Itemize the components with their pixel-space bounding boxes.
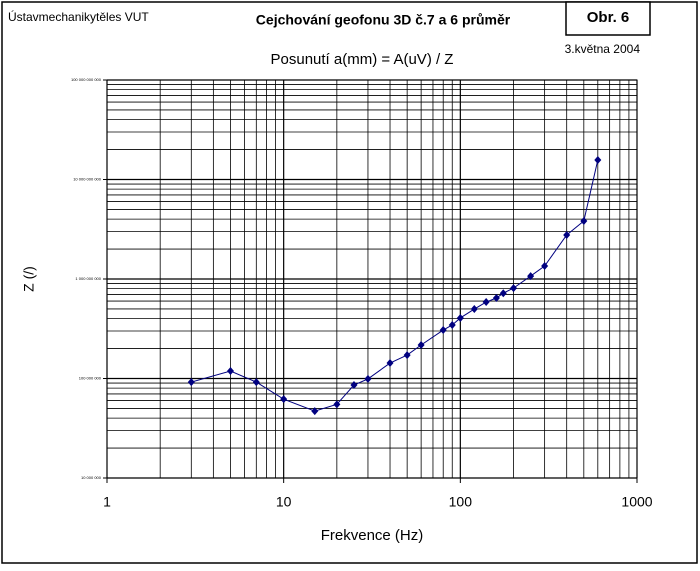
figure-label: Obr. 6 xyxy=(587,9,630,26)
chart-subtitle: Posunutí a(mm) = A(uV) / Z xyxy=(271,51,454,68)
data-point xyxy=(280,395,288,404)
data-point xyxy=(252,378,260,387)
x-axis-label: Frekvence (Hz) xyxy=(321,527,424,544)
x-tick-label: 10 xyxy=(276,494,292,510)
chart-title: Cejchování geofonu 3D č.7 a 6 průměr xyxy=(256,12,511,28)
date: 3.května 2004 xyxy=(565,42,641,56)
data-point xyxy=(364,374,372,383)
x-tick-label: 1000 xyxy=(621,494,652,510)
data-point xyxy=(482,298,490,307)
data-point xyxy=(187,378,195,387)
data-point xyxy=(563,230,571,239)
data-point xyxy=(226,366,234,375)
x-tick-label: 100 xyxy=(449,494,473,510)
figure-box xyxy=(565,1,651,36)
data-point xyxy=(350,381,358,390)
y-tick-label: 1 000 000 000 xyxy=(75,276,101,281)
data-point xyxy=(386,359,394,368)
data-point xyxy=(448,320,456,329)
data-line xyxy=(191,159,599,412)
data-point xyxy=(470,305,478,314)
y-tick-label: 100 000 000 xyxy=(79,376,102,381)
data-point xyxy=(439,326,447,335)
data-point xyxy=(510,284,518,293)
data-point xyxy=(311,407,319,416)
data-point xyxy=(417,341,425,350)
data-point xyxy=(580,216,588,225)
data-point xyxy=(403,351,411,360)
x-tick-label: 1 xyxy=(103,494,111,510)
data-point xyxy=(499,289,507,298)
y-axis-label: Z (/) xyxy=(21,266,37,292)
institution: Ústavmechanikytěles VUT xyxy=(8,9,149,24)
y-tick-label: 100 000 000 000 xyxy=(71,77,102,82)
data-point xyxy=(333,400,341,409)
y-tick-label: 10 000 000 000 xyxy=(73,177,102,182)
data-point xyxy=(492,294,500,303)
data-point xyxy=(456,313,464,322)
data-point xyxy=(541,262,549,271)
data-point xyxy=(594,156,602,165)
y-tick-label: 10 000 000 xyxy=(81,475,102,480)
data-point xyxy=(527,272,535,281)
